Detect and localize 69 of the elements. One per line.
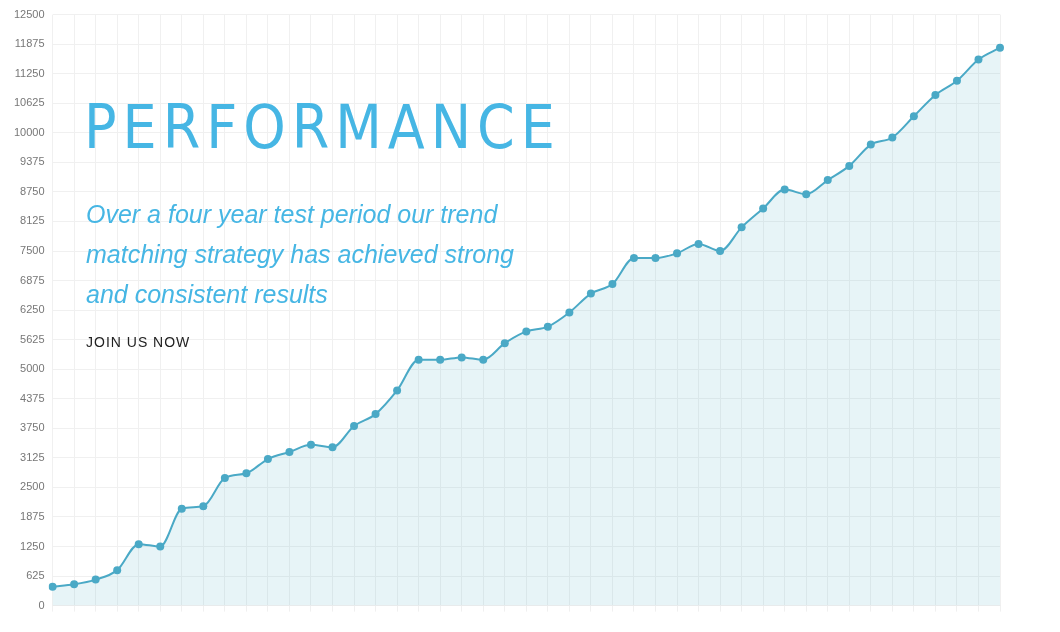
y-tick-label: 5000 xyxy=(20,362,45,375)
text: Over a four year test period our trend matching strategy has achieved strong and consistent results xyxy=(86,199,515,310)
point xyxy=(414,355,423,364)
point xyxy=(996,43,1004,52)
y-tick-label: 3750 xyxy=(20,421,45,434)
y-tick-label: 10625 xyxy=(13,96,45,109)
point xyxy=(651,254,660,263)
point xyxy=(457,353,466,362)
point xyxy=(716,247,725,255)
point xyxy=(371,410,380,419)
annotation: JOIN US NOW xyxy=(86,334,191,350)
point xyxy=(242,469,251,478)
point xyxy=(134,540,143,549)
y-tick-label: 10000 xyxy=(13,125,45,138)
point xyxy=(328,443,337,452)
point xyxy=(199,502,208,511)
y-tick-label: 1250 xyxy=(20,539,45,552)
point xyxy=(70,580,79,589)
y-tick-label: 12500 xyxy=(13,7,45,20)
point xyxy=(586,289,595,298)
y-tick-label: 2500 xyxy=(20,480,45,493)
point xyxy=(285,447,294,456)
y-tick-label: 8125 xyxy=(20,214,45,227)
point xyxy=(673,249,682,258)
point xyxy=(888,133,897,142)
point xyxy=(156,542,165,551)
point xyxy=(759,204,768,213)
y-tick-label: 4375 xyxy=(20,391,45,404)
point xyxy=(177,504,186,513)
y-tick-label: 6250 xyxy=(20,303,45,316)
point xyxy=(48,582,57,591)
text: PERFORMANCE xyxy=(84,92,561,162)
point xyxy=(909,112,918,121)
point xyxy=(952,76,961,85)
point xyxy=(436,355,445,364)
point xyxy=(780,185,789,194)
y-tick-label: 7500 xyxy=(20,244,45,257)
point xyxy=(608,280,617,289)
y-tick-label: 5625 xyxy=(20,332,45,345)
point xyxy=(306,440,315,449)
y-tick-label: 3125 xyxy=(20,450,45,463)
point xyxy=(565,308,574,317)
y-tick-label: 1875 xyxy=(20,509,45,522)
point xyxy=(931,90,940,99)
point xyxy=(113,566,122,575)
point xyxy=(350,421,359,430)
point xyxy=(220,473,229,482)
y-tick-label: 11250 xyxy=(14,66,45,79)
y-tick-label: 625 xyxy=(26,569,45,582)
point xyxy=(694,239,703,248)
y-tick-label: 0 xyxy=(38,598,45,611)
point xyxy=(974,55,983,64)
point xyxy=(866,140,875,149)
point xyxy=(91,575,100,584)
point xyxy=(522,327,531,336)
y-tick-label: 8750 xyxy=(20,184,45,197)
point xyxy=(393,386,402,395)
point xyxy=(737,223,746,232)
point xyxy=(543,322,552,331)
point xyxy=(479,355,488,364)
point xyxy=(845,161,854,170)
point xyxy=(263,455,272,464)
point xyxy=(802,190,811,199)
y-tick-label: 9375 xyxy=(20,155,45,168)
point xyxy=(629,254,638,263)
y-tick-label: 6875 xyxy=(20,273,45,286)
point xyxy=(500,339,509,348)
point xyxy=(823,176,832,185)
y-tick-label: 11875 xyxy=(14,37,45,50)
